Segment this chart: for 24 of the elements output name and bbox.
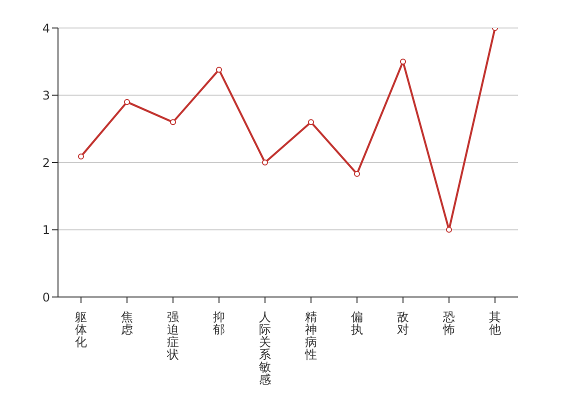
y-tick-label: 1 — [42, 223, 50, 238]
point — [354, 170, 360, 177]
x-tick-label: 人际关系敏感 — [259, 310, 271, 386]
y-tick-label: 0 — [42, 290, 50, 304]
x-tick-label: 抑郁 — [213, 310, 225, 336]
y-tick-label: 4 — [42, 21, 50, 36]
point — [400, 58, 406, 65]
x-tick-label: 强迫症状 — [166, 310, 179, 362]
point — [262, 160, 268, 166]
point — [216, 66, 222, 73]
point — [78, 153, 84, 160]
y-tick-label: 3 — [42, 88, 50, 103]
y-tick-label: 2 — [42, 156, 50, 170]
point — [124, 98, 130, 105]
x-tick-label: 敌对 — [397, 310, 409, 336]
x-tick-label: 躯体化 — [75, 310, 87, 349]
x-tick-label: 恐怖 — [442, 310, 455, 336]
point — [170, 119, 176, 126]
point — [308, 119, 314, 126]
x-tick-label: 精神病性 — [304, 310, 317, 362]
x-tick-label: 其他 — [489, 310, 501, 336]
x-tick-label: 偏执 — [351, 310, 363, 336]
x-tick-label: 焦虑 — [121, 310, 133, 336]
point — [446, 226, 452, 233]
